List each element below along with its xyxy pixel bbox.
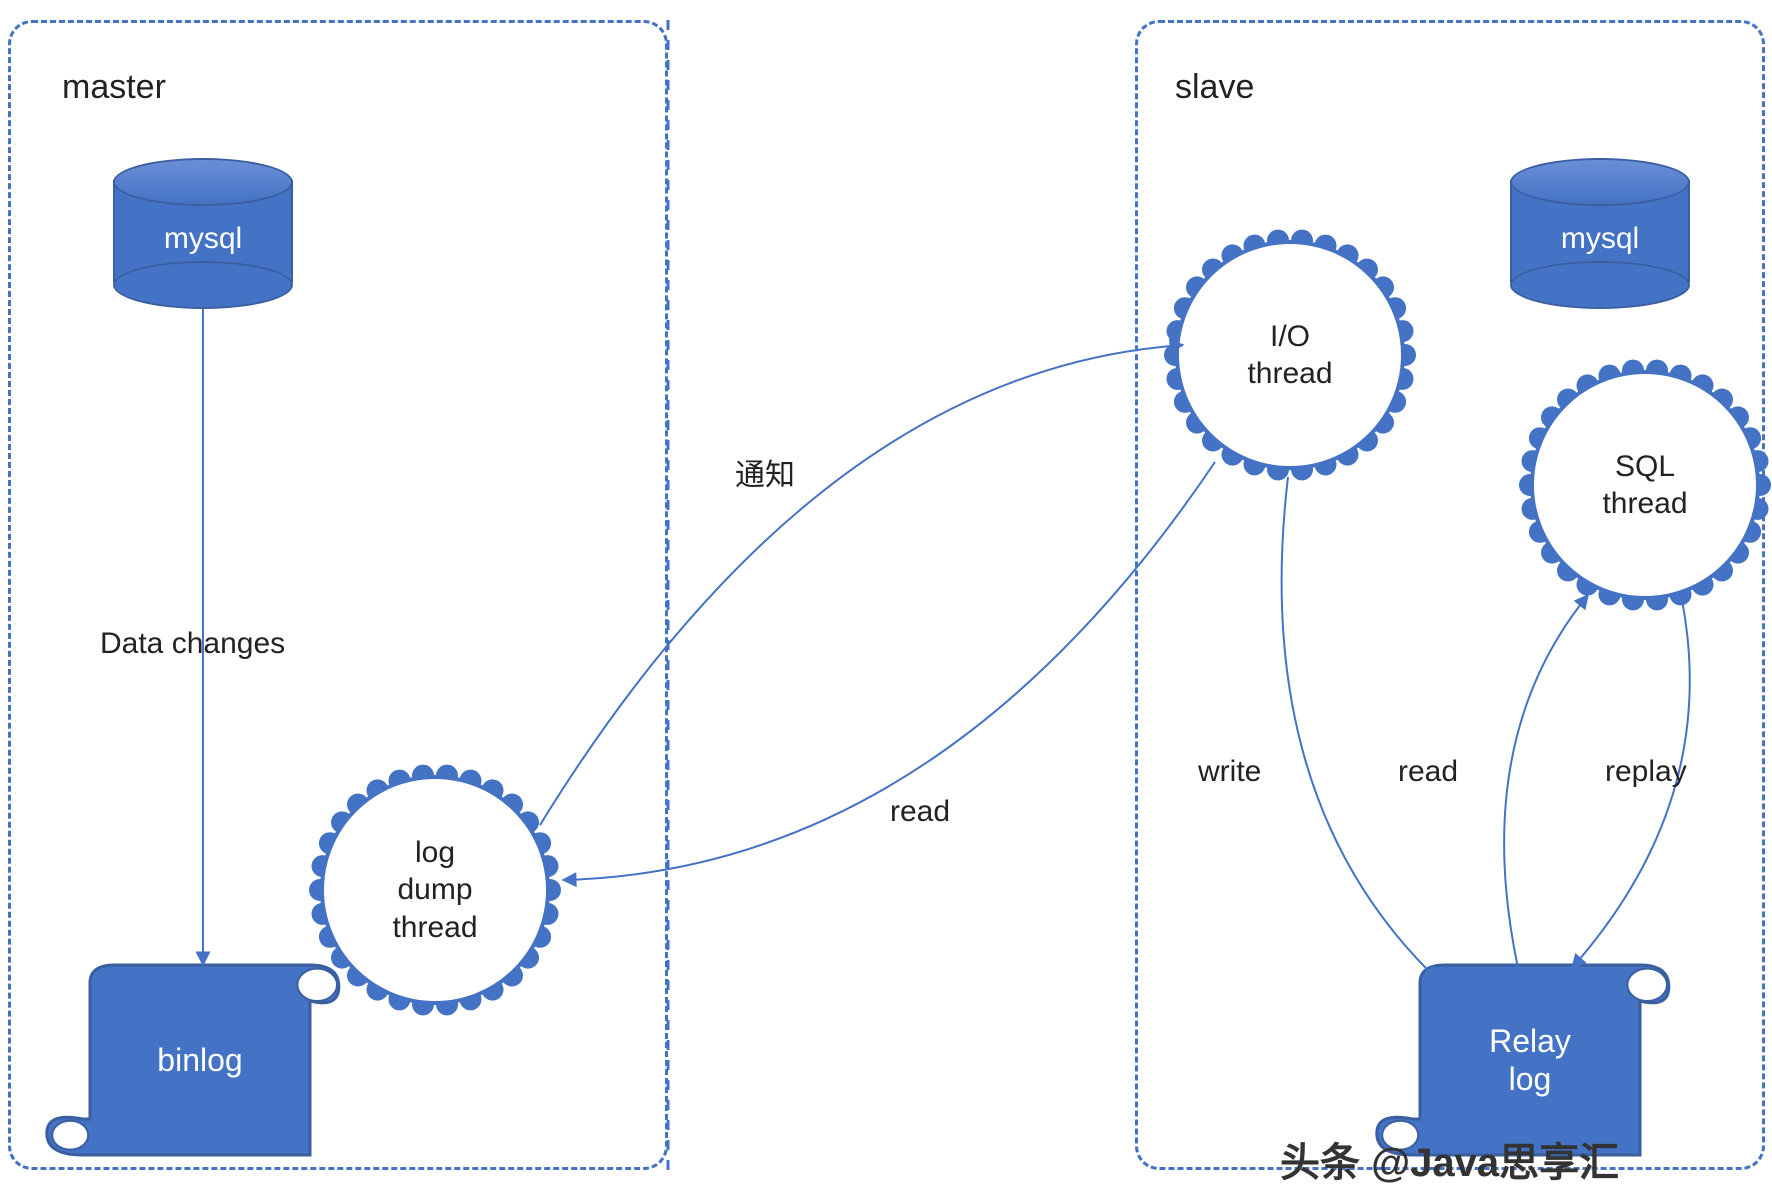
edge-io-write-label: write	[1198, 755, 1261, 789]
node-io-thread: I/O thread	[1175, 240, 1405, 470]
node-log-dump-thread-label: log dump thread	[392, 834, 477, 947]
edge-io-read-label: read	[890, 795, 950, 829]
node-sql-thread: SQL thread	[1530, 370, 1760, 600]
diagram-stage: master slave mysql mysql binlog Relay lo…	[0, 0, 1772, 1178]
watermark: 头条 @Java思享汇	[1280, 1130, 1619, 1188]
edge-sql-read-label: read	[1398, 755, 1458, 789]
node-sql-thread-label: SQL thread	[1602, 448, 1687, 523]
node-binlog-label: binlog	[90, 987, 310, 1134]
node-mysql-slave: mysql	[1510, 158, 1690, 327]
edge-notify-label: 通知	[735, 450, 795, 494]
node-io-thread-label: I/O thread	[1247, 318, 1332, 393]
node-log-dump-thread: log dump thread	[320, 775, 550, 1005]
node-mysql-master: mysql	[113, 158, 293, 327]
group-master-label: master	[62, 68, 166, 107]
edge-data-changes-label: Data changes	[100, 627, 285, 661]
edge-sql-replay-label: replay	[1605, 755, 1687, 789]
node-relay-log-label: Relay log	[1420, 987, 1640, 1134]
node-mysql-slave-label: mysql	[1510, 222, 1690, 256]
group-slave-label: slave	[1175, 68, 1254, 107]
node-mysql-master-label: mysql	[113, 222, 293, 256]
